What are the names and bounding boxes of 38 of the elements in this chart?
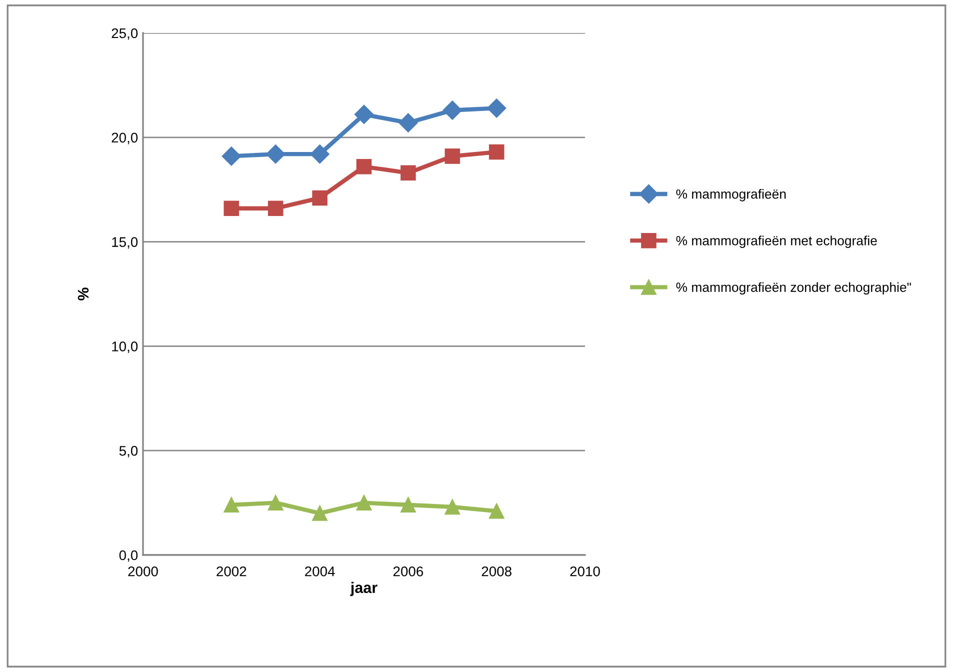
- point: [312, 190, 328, 206]
- point: [268, 200, 284, 216]
- legend-label: % mammografieën: [676, 189, 786, 202]
- point: [444, 148, 460, 164]
- x-tick-label: 2000: [128, 566, 158, 576]
- point: [400, 497, 416, 513]
- y-tick-label: 20,0: [112, 132, 138, 144]
- x-tick-label: 2010: [570, 566, 600, 576]
- y-axis-title: %: [78, 288, 89, 300]
- point: [398, 113, 418, 132]
- y-tick-label: 10,0: [112, 342, 138, 354]
- point: [356, 495, 372, 510]
- legend-label: % mammografieën zonder echographie": [676, 282, 911, 295]
- y-tick-label: 0,0: [119, 550, 138, 562]
- x-tick-label: 2008: [482, 566, 512, 576]
- y-tick-label: 25,0: [112, 28, 138, 40]
- point: [312, 506, 328, 521]
- y-tick-label: 5,0: [119, 446, 138, 458]
- x-axis-title: jaar: [350, 582, 378, 596]
- point: [224, 497, 240, 513]
- point: [268, 495, 284, 510]
- point: [400, 165, 416, 181]
- point: [487, 98, 506, 118]
- point: [222, 146, 241, 166]
- x-tick-label: 2006: [393, 566, 424, 576]
- point: [444, 499, 460, 515]
- legend-label: % mammografieën met echografie: [676, 236, 877, 248]
- y-tick-label: 15,0: [112, 237, 138, 249]
- point: [488, 144, 504, 160]
- point: [488, 504, 504, 519]
- point: [266, 144, 286, 164]
- point: [310, 144, 330, 164]
- point: [354, 104, 374, 124]
- x-tick-label: 2004: [305, 566, 335, 576]
- point: [224, 200, 240, 216]
- x-tick-label: 2002: [216, 566, 246, 576]
- point: [442, 100, 462, 120]
- point: [356, 158, 372, 174]
